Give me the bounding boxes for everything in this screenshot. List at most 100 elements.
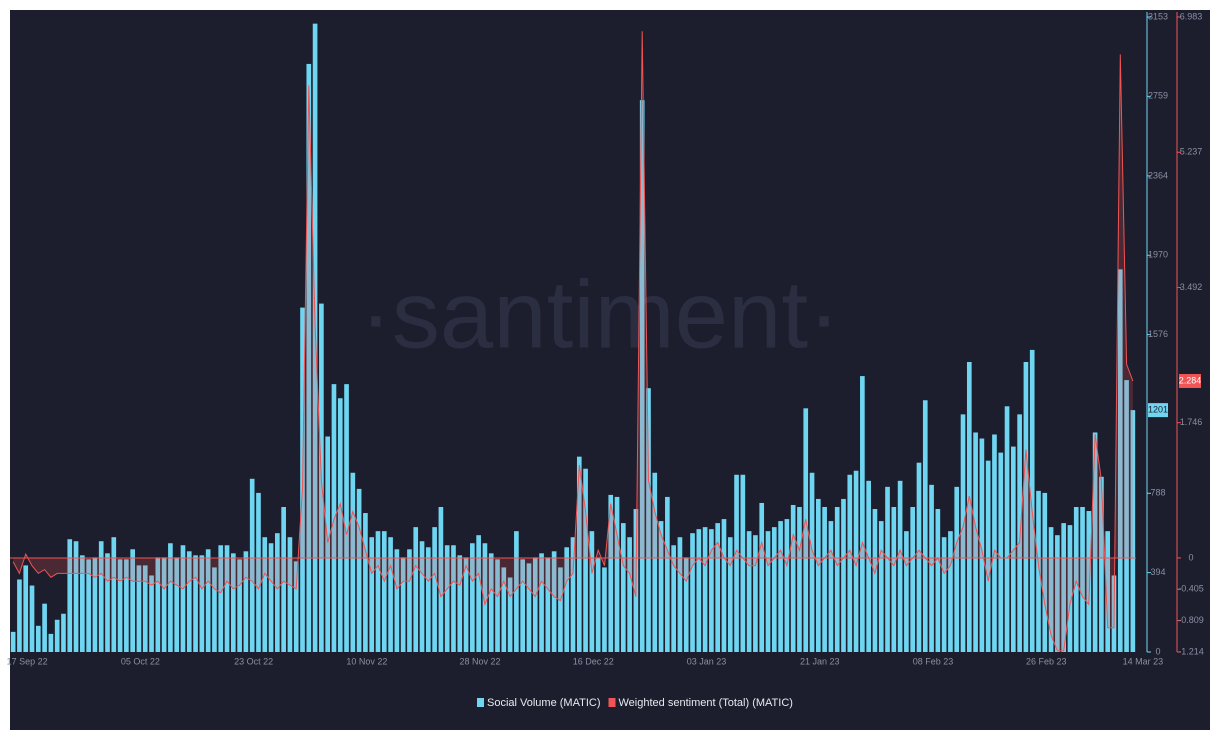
bar <box>834 506 840 652</box>
bar <box>740 474 746 652</box>
bar <box>1105 531 1111 652</box>
watermark: ·santiment· <box>360 261 840 368</box>
legend-label: Social Volume (MATIC) <box>487 697 601 709</box>
bar <box>48 633 54 652</box>
bar <box>759 502 765 652</box>
bar <box>224 545 230 652</box>
bar <box>677 537 683 652</box>
bar <box>784 519 790 652</box>
bar <box>117 559 123 652</box>
y-tick-label: 3153 <box>1148 11 1168 21</box>
bar <box>105 553 110 652</box>
bar <box>262 537 268 652</box>
y2-tick-label: -0.405 <box>1178 584 1204 594</box>
bar <box>992 434 997 652</box>
y-tick-label: 2364 <box>1148 170 1168 180</box>
bar <box>702 527 708 652</box>
bar <box>520 559 526 652</box>
bar <box>665 496 670 652</box>
bar <box>683 557 689 652</box>
bar <box>1048 527 1054 652</box>
bar <box>545 557 551 652</box>
bar <box>803 408 809 652</box>
bar <box>1023 361 1029 652</box>
bar <box>237 559 242 652</box>
bar <box>363 513 368 652</box>
bar <box>249 478 255 652</box>
bar <box>394 549 400 652</box>
bar <box>620 523 626 652</box>
bar <box>539 553 544 652</box>
bar <box>916 462 922 652</box>
bar <box>841 498 846 652</box>
bar <box>281 506 286 652</box>
bar <box>797 506 802 652</box>
last-value-label: 2.284 <box>1179 375 1202 385</box>
bar <box>337 398 343 652</box>
bar <box>910 506 916 652</box>
bar <box>344 384 349 652</box>
bar <box>866 480 871 652</box>
bar <box>979 438 985 652</box>
bar <box>98 541 104 652</box>
bar <box>212 567 217 652</box>
bar <box>161 557 167 652</box>
bar <box>809 472 815 652</box>
bar <box>174 557 180 652</box>
bar <box>998 452 1004 652</box>
bar <box>828 521 834 652</box>
bar <box>878 521 884 652</box>
bar <box>463 557 469 652</box>
bar <box>369 537 375 652</box>
bar <box>853 470 859 652</box>
bar <box>872 509 878 652</box>
bar <box>1117 269 1123 652</box>
bar <box>816 498 821 652</box>
bar <box>23 565 29 652</box>
x-tick-label: 16 Dec 22 <box>573 656 614 666</box>
bar <box>67 539 73 652</box>
bar <box>589 531 595 652</box>
y2-tick-label: 3.492 <box>1180 282 1203 292</box>
y-tick-label: 0 <box>1155 646 1160 656</box>
bar <box>1036 490 1041 652</box>
bar <box>696 529 702 652</box>
bar <box>149 575 154 652</box>
bar <box>312 23 318 652</box>
bar <box>388 537 393 652</box>
bar <box>193 555 198 652</box>
bar <box>1086 511 1092 652</box>
bar <box>1092 432 1098 652</box>
bar <box>501 567 507 652</box>
y2-tick-label: 6.983 <box>1180 11 1203 21</box>
bar <box>306 63 312 652</box>
bar <box>658 521 664 652</box>
bar <box>727 537 733 652</box>
bar <box>325 436 330 652</box>
x-tick-label: 08 Feb 23 <box>913 656 954 666</box>
bar <box>407 549 412 652</box>
bar <box>941 537 947 652</box>
bar <box>186 551 192 652</box>
bar <box>92 557 98 652</box>
bar <box>860 376 865 652</box>
bar <box>1004 406 1010 652</box>
x-tick-label: 10 Nov 22 <box>346 656 387 666</box>
bar <box>495 559 500 652</box>
bar <box>960 414 966 652</box>
bar <box>1130 410 1136 652</box>
y2-tick-label: 0 <box>1188 552 1193 562</box>
bar <box>897 480 903 652</box>
bar <box>476 535 481 652</box>
bar <box>614 496 620 652</box>
bar <box>381 531 387 652</box>
bar <box>507 577 513 652</box>
bar <box>734 474 739 652</box>
bar <box>86 559 91 652</box>
bar <box>10 631 16 652</box>
sentiment-line <box>12 31 1134 652</box>
bar <box>130 549 135 652</box>
bar <box>180 545 186 652</box>
x-tick-label: 26 Feb 23 <box>1026 656 1067 666</box>
